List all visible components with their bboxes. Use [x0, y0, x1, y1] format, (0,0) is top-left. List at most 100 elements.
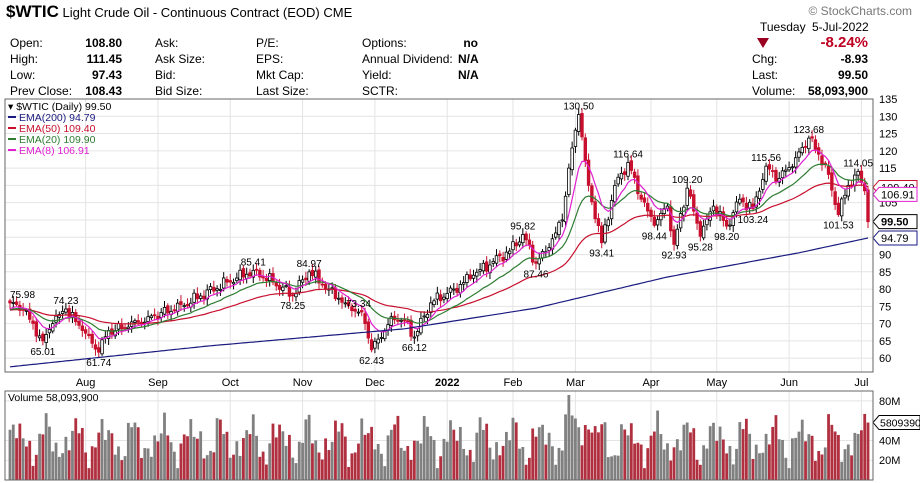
- candle-body: [228, 280, 232, 283]
- volume-bar: [363, 434, 367, 480]
- candle-body: [149, 315, 154, 318]
- quote-label-bid: Bid:: [155, 68, 176, 82]
- volume-bar: [34, 454, 38, 480]
- price-annotation: 98.20: [714, 232, 739, 243]
- candle-body: [738, 198, 742, 204]
- volume-bar: [186, 436, 189, 480]
- candle-body: [646, 202, 650, 212]
- volume-bar: [284, 445, 288, 480]
- volume-bar: [863, 413, 867, 480]
- volume-bar: [531, 428, 535, 480]
- price-tick-label: 60: [879, 353, 891, 365]
- candle-body: [47, 329, 52, 334]
- volume-bar: [682, 424, 686, 480]
- volume-bar: [669, 460, 673, 480]
- volume-bar: [376, 443, 380, 480]
- candle-body: [813, 139, 818, 150]
- candle-body: [787, 167, 791, 171]
- volume-panel-frame: [4, 390, 874, 481]
- candle-body: [251, 269, 255, 278]
- volume-bar: [485, 423, 489, 480]
- volume-y-axis: 80M 40M 20M 5809390: [872, 396, 920, 467]
- volume-bar: [297, 441, 301, 480]
- candle-body: [402, 319, 407, 322]
- volume-bar: [541, 424, 544, 480]
- volume-bar: [156, 441, 160, 480]
- volume-bar: [159, 433, 163, 480]
- price-annotation: 115.56: [751, 153, 781, 164]
- volume-bar: [176, 468, 180, 480]
- volume-bar: [251, 414, 255, 480]
- candle-body: [93, 344, 98, 350]
- volume-bar: [360, 418, 364, 480]
- volume-bar: [587, 429, 590, 480]
- candle-body: [521, 233, 525, 244]
- volume-bar: [577, 427, 581, 480]
- volume-bar: [524, 464, 528, 480]
- candle-body: [425, 313, 430, 319]
- volume-bar: [242, 438, 245, 480]
- quote-value-change: -8.93: [840, 52, 868, 66]
- volume-bar: [751, 458, 755, 480]
- volume-bar: [820, 454, 824, 480]
- volume-bar: [84, 452, 88, 480]
- volume-bar: [744, 418, 748, 480]
- volume-bar: [110, 433, 114, 480]
- candle-body: [807, 137, 811, 150]
- candle-body: [471, 274, 476, 279]
- volume-bar: [689, 432, 692, 480]
- volume-bar: [452, 429, 456, 480]
- price-panel-frame: [4, 98, 874, 373]
- volume-bar: [255, 435, 258, 480]
- volume-bar: [432, 439, 436, 480]
- volume-legend-label: Volume 58,093,900: [8, 392, 99, 404]
- candle-body: [840, 198, 844, 217]
- price-annotation: 92.93: [662, 250, 687, 261]
- volume-bar: [718, 426, 722, 480]
- volume-bar: [107, 430, 111, 480]
- volume-bar: [38, 433, 41, 480]
- volume-bar: [44, 413, 48, 480]
- legend-entry: EMA(8) 106.91: [19, 145, 90, 157]
- volume-bar: [28, 440, 32, 480]
- volume-bar: [340, 423, 344, 480]
- volume-bar: [192, 436, 196, 480]
- volume-bar: [133, 422, 137, 480]
- quote-label-prev-close: Prev Close:: [10, 84, 73, 98]
- quote-value-annual-dividend: N/A: [458, 52, 479, 66]
- symbol: $WTIC: [6, 2, 59, 21]
- volume-bar: [741, 429, 745, 480]
- volume-bar: [225, 431, 229, 480]
- candle-body: [527, 239, 532, 246]
- volume-bar: [544, 444, 548, 480]
- candle-body: [156, 315, 160, 320]
- volume-bar: [409, 459, 413, 480]
- candle-body: [215, 288, 219, 291]
- volume-bar: [350, 453, 354, 480]
- volume-bar: [735, 448, 738, 480]
- volume-marker-box: [872, 415, 920, 431]
- candle-body: [724, 219, 729, 227]
- volume-bar: [61, 453, 64, 480]
- candle-body: [734, 201, 739, 213]
- volume-bar: [90, 446, 94, 480]
- volume-bar: [31, 465, 35, 480]
- candle-body: [432, 300, 436, 306]
- volume-bar: [274, 437, 278, 480]
- volume-bar: [705, 448, 709, 480]
- volume-bar: [419, 443, 423, 480]
- volume-bar: [715, 440, 719, 480]
- price-tick-label: 90: [879, 250, 891, 262]
- candle-body: [580, 113, 584, 138]
- volume-bar: [130, 427, 134, 480]
- volume-bar: [590, 432, 594, 480]
- candle-body: [701, 225, 706, 239]
- candle-body: [669, 206, 673, 232]
- candle-body: [442, 296, 446, 300]
- volume-bar: [547, 432, 551, 480]
- candle-body: [300, 279, 305, 283]
- legend-entry: EMA(200) 94.79: [19, 112, 96, 124]
- candle-body: [613, 184, 617, 203]
- volume-bar: [860, 430, 863, 480]
